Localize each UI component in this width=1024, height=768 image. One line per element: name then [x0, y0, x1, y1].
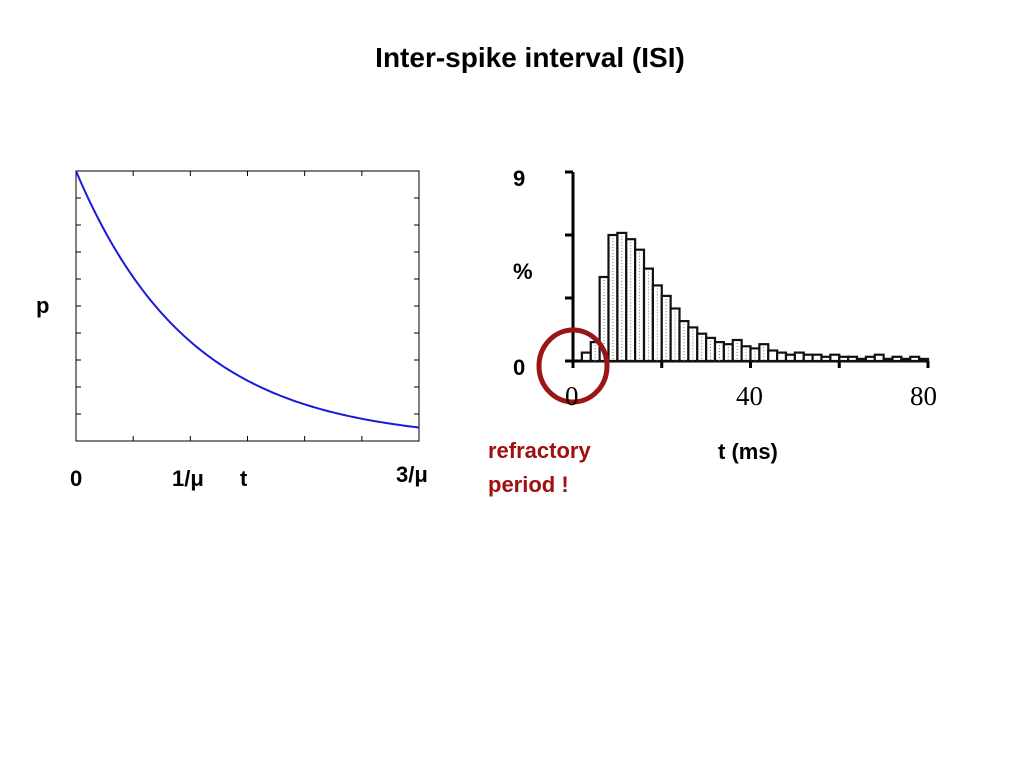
isi-bar — [669, 307, 681, 363]
isi-bar — [847, 355, 859, 363]
exp-x-tick-label-3: 3/μ — [396, 462, 428, 487]
isi-bar — [864, 355, 876, 363]
isi-bar — [784, 353, 796, 363]
isi-bar — [900, 357, 912, 363]
isi-bar — [820, 355, 832, 363]
isi-y-tick-label-min: 0 — [513, 355, 526, 380]
isi-x-axis-label: t (ms) — [718, 439, 778, 464]
isi-bar — [776, 351, 788, 363]
isi-bar — [891, 355, 903, 363]
refractory-circle — [536, 327, 610, 405]
refractory-annotation-line1: refractory — [488, 438, 591, 463]
isi-bar — [918, 357, 930, 363]
isi-bar — [909, 355, 921, 363]
isi-y-axis-label: % — [513, 259, 533, 284]
exp-ticks — [76, 171, 419, 441]
isi-bar — [873, 353, 885, 363]
exp-curve-line — [75, 170, 420, 429]
isi-bar — [634, 248, 646, 363]
isi-bar — [811, 353, 823, 363]
isi-bar — [651, 284, 663, 363]
isi-bar — [687, 326, 699, 363]
isi-bar — [767, 349, 779, 363]
isi-bar — [722, 343, 734, 363]
isi-bar — [829, 353, 841, 363]
isi-bar — [696, 332, 708, 363]
isi-bar — [758, 343, 770, 363]
isi-x-tick-label-80: 80 — [910, 381, 937, 411]
refractory-annotation: refractory period ! — [488, 434, 591, 502]
isi-bar — [580, 351, 592, 363]
slide-title: Inter-spike interval (ISI) — [375, 42, 685, 73]
isi-x-tick-label-40: 40 — [736, 381, 763, 411]
isi-ticks — [565, 170, 930, 368]
exp-x-tick-label-0: 0 — [70, 466, 83, 491]
isi-bar — [793, 351, 805, 363]
exp-x-tick-label-1: 1/μ — [172, 466, 204, 491]
exp-y-axis-label: p — [36, 293, 50, 318]
isi-x-tick-label-0: 0 — [565, 381, 579, 411]
exp-x-axis-label: t — [240, 466, 248, 491]
isi-bar — [838, 355, 850, 363]
isi-bar — [882, 357, 894, 363]
isi-bars — [580, 231, 930, 363]
isi-bar — [802, 353, 814, 363]
refractory-annotation-line2: period ! — [488, 472, 569, 497]
isi-y-tick-label-max: 9 — [513, 166, 526, 191]
isi-bar — [855, 357, 867, 363]
